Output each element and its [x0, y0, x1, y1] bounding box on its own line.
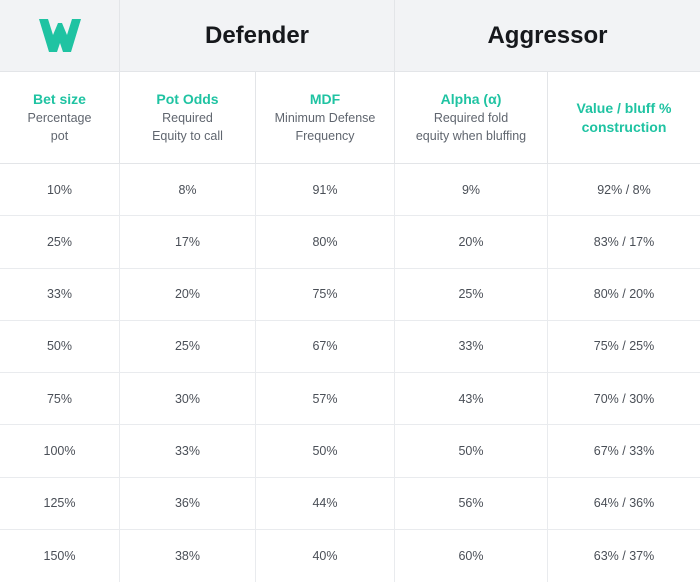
alpha-cell: 9% [395, 164, 548, 216]
value-bluff-cell: 64% / 36% [593, 496, 655, 511]
column-header-value-bluff: Value / bluff % construction [548, 72, 700, 164]
pot-odds-cell: 8% [120, 164, 256, 216]
pot-odds-cell: 17% [120, 216, 256, 268]
column-header-pot-odds: Pot Odds Required Equity to call [120, 72, 256, 164]
logo-cell [0, 0, 120, 72]
mdf-cell: 57% [256, 373, 395, 425]
column-title: MDF [309, 91, 341, 107]
alpha-cell: 20% [395, 216, 548, 268]
pot-odds-cell: 30% [120, 373, 256, 425]
table-row: 50% 25% 67% 33% 75% / 25% [0, 320, 700, 373]
column-subtitle: Frequency [295, 129, 355, 143]
pot-odds-cell: 33% [120, 425, 256, 477]
pot-odds-cell: 38% [120, 529, 256, 582]
mdf-cell: 67% [256, 320, 395, 372]
column-header-bet-size: Bet size Percentage pot [0, 72, 120, 164]
table-row: 125% 36% 44% 56% 64% / 36% [0, 477, 700, 530]
value-bluff-cell: 83% / 17% [593, 234, 655, 249]
mdf-cell: 50% [256, 425, 395, 477]
column-subtitle: Equity to call [152, 129, 223, 143]
value-bluff-cell: 75% / 25% [593, 339, 655, 354]
mdf-cell: 44% [256, 477, 395, 529]
value-bluff-cell: 70% / 30% [593, 391, 655, 406]
column-subtitle: Percentage [27, 111, 92, 125]
table-body: 10% 8% 91% 9% 92% / 8% 25% 17% 80% 20% 8… [0, 164, 700, 582]
value-bluff-cell: 63% / 37% [593, 548, 655, 563]
w-logo-icon [38, 19, 81, 52]
alpha-cell: 43% [395, 373, 548, 425]
column-subtitle: equity when bluffing [415, 129, 527, 143]
bet-size-cell: 75% [0, 373, 120, 425]
column-header-mdf: MDF Minimum Defense Frequency [256, 72, 395, 164]
value-bluff-cell: 67% / 33% [593, 443, 655, 458]
pot-odds-cell: 25% [120, 320, 256, 372]
column-title: Value / bluff % [576, 99, 672, 116]
mdf-cell: 75% [256, 268, 395, 320]
value-bluff-cell: 80% / 20% [593, 287, 655, 302]
bet-size-cell: 10% [0, 164, 120, 216]
column-title: Alpha (α) [440, 91, 502, 107]
aggressor-group-heading: Aggressor [487, 22, 608, 49]
table-row: 10% 8% 91% 9% 92% / 8% [0, 164, 700, 217]
column-title: Bet size [33, 91, 86, 107]
alpha-cell: 33% [395, 320, 548, 372]
alpha-cell: 25% [395, 268, 548, 320]
table-row: 100% 33% 50% 50% 67% / 33% [0, 425, 700, 478]
pot-odds-cell: 20% [120, 268, 256, 320]
table-row: 33% 20% 75% 25% 80% / 20% [0, 268, 700, 321]
column-subtitle: pot [50, 129, 69, 143]
pot-odds-cell: 36% [120, 477, 256, 529]
bet-size-cell: 125% [0, 477, 120, 529]
bet-size-cell: 100% [0, 425, 120, 477]
column-title-line2: construction [581, 118, 667, 135]
value-bluff-cell: 92% / 8% [597, 182, 651, 197]
bet-size-cell: 33% [0, 268, 120, 320]
column-header-alpha: Alpha (α) Required fold equity when bluf… [395, 72, 548, 164]
table-group-header: Defender Aggressor [0, 0, 700, 72]
alpha-cell: 50% [395, 425, 548, 477]
alpha-cell: 60% [395, 529, 548, 582]
mdf-cell: 80% [256, 216, 395, 268]
column-subtitle: Minimum Defense [274, 111, 376, 125]
table-row: 25% 17% 80% 20% 83% / 17% [0, 216, 700, 269]
table-row: 150% 38% 40% 60% 63% / 37% [0, 529, 700, 582]
mdf-cell: 91% [256, 164, 395, 216]
column-title: Pot Odds [156, 91, 219, 107]
bet-size-cell: 25% [0, 216, 120, 268]
column-subtitle: Required [162, 111, 213, 125]
bet-size-cell: 50% [0, 320, 120, 372]
table-row: 75% 30% 57% 43% 70% / 30% [0, 373, 700, 426]
mdf-cell: 40% [256, 529, 395, 582]
defender-group-heading: Defender [120, 0, 395, 72]
alpha-cell: 56% [395, 477, 548, 529]
bet-size-cell: 150% [0, 529, 120, 582]
column-subtitle: Required fold [433, 111, 509, 125]
